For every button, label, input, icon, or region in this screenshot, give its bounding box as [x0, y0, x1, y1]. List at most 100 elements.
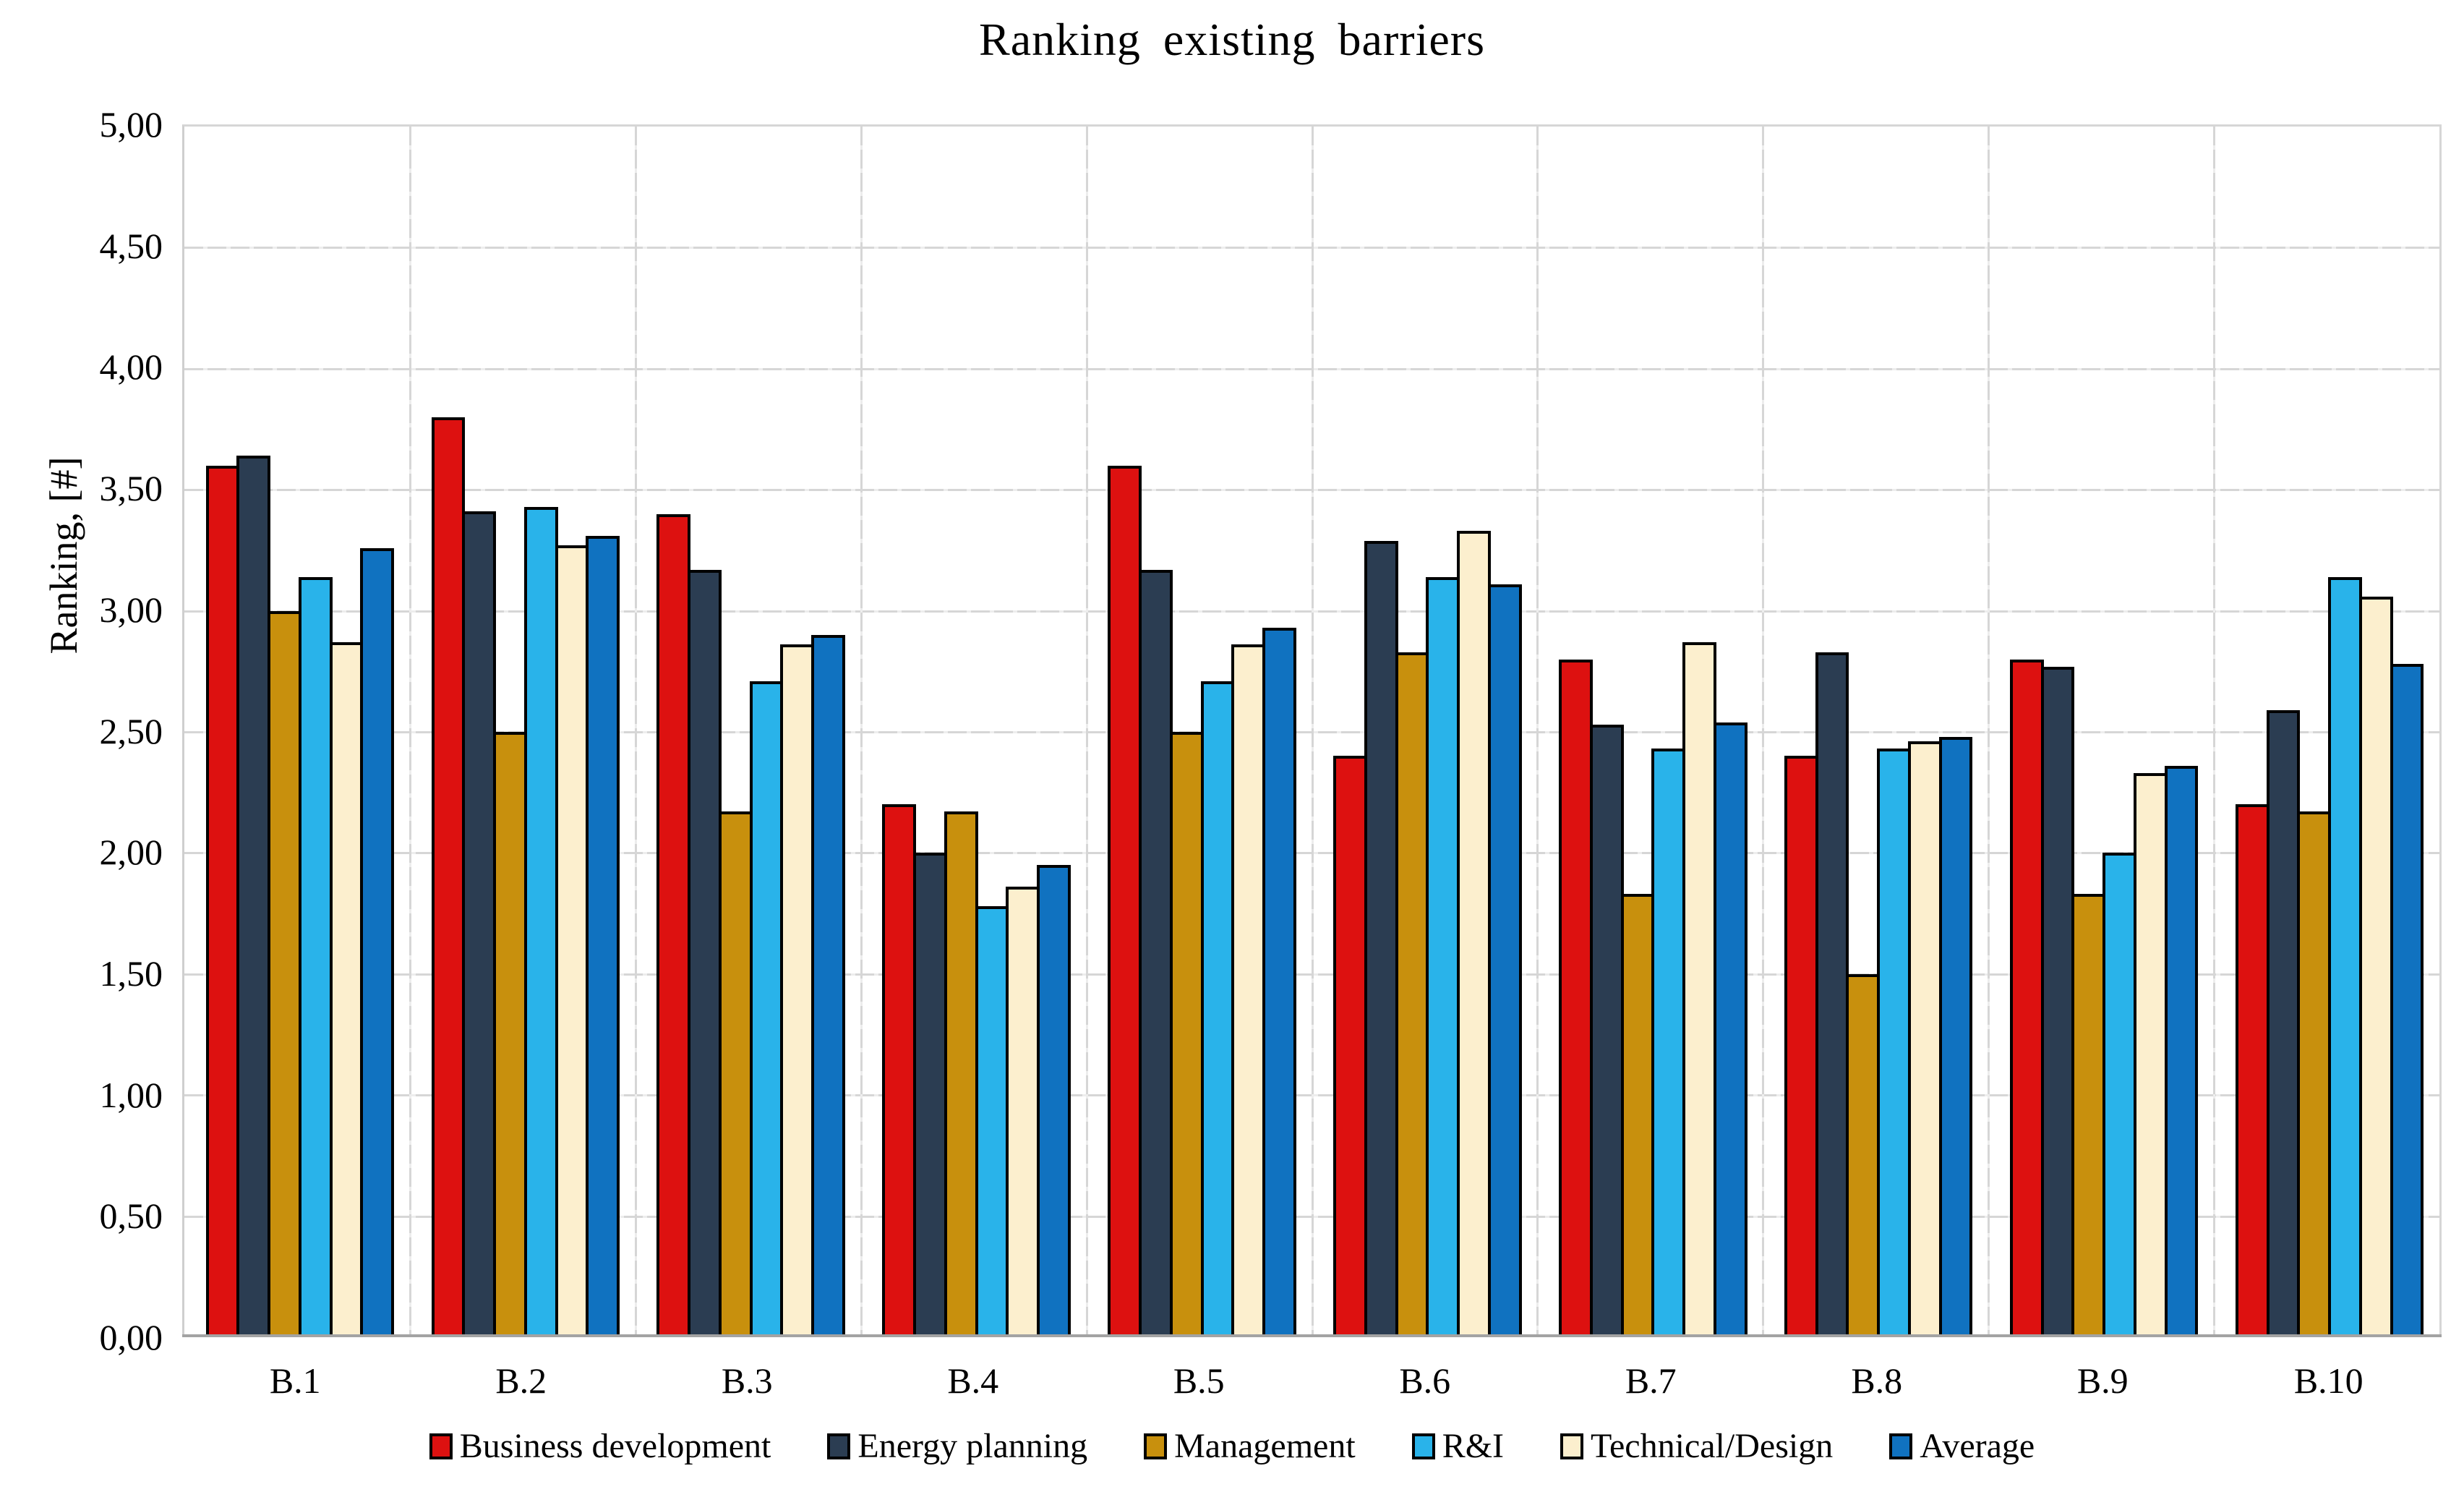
bar-average: [1487, 584, 1522, 1337]
bar-group-B.1: [184, 127, 410, 1337]
legend-swatch-icon: [1144, 1433, 1168, 1459]
bar-business-development: [882, 804, 917, 1337]
y-tick-label: 3,00: [99, 589, 163, 630]
bar-cluster: [2235, 127, 2424, 1337]
x-tick-label: B.7: [1625, 1360, 1677, 1401]
bar-cluster: [656, 127, 845, 1337]
bar-technical-design: [1457, 531, 1491, 1337]
bar-business-development: [205, 465, 240, 1337]
y-tick-label: 0,00: [99, 1317, 163, 1357]
bar-management: [944, 811, 978, 1337]
bar-group-B.5: [1087, 127, 1312, 1337]
bar-business-development: [656, 513, 691, 1337]
x-tick-label: B.8: [1851, 1360, 1903, 1401]
x-tick-label: B.9: [2076, 1360, 2129, 1401]
bar-business-development: [1108, 465, 1142, 1337]
bar-group-B.2: [410, 127, 636, 1337]
bar-r-i: [1426, 576, 1460, 1337]
bar-technical-design: [1231, 644, 1265, 1337]
legend-item-technical-design: Technical/Design: [1560, 1426, 1833, 1466]
y-tick-label: 5,00: [99, 104, 163, 145]
chart-title: Ranking existing barriers: [979, 14, 1485, 65]
legend: Business development Energy planning Manag…: [0, 1426, 2464, 1466]
bar-technical-design: [329, 642, 364, 1337]
bar-r-i: [1877, 749, 1911, 1337]
bar-business-development: [431, 417, 466, 1337]
x-axis-line: [182, 1334, 2442, 1337]
bar-average: [811, 635, 845, 1337]
v-gridline: [1085, 127, 1088, 1337]
bar-management: [1620, 894, 1655, 1337]
bar-business-development: [2235, 804, 2270, 1337]
bar-management: [1169, 732, 1204, 1337]
bar-business-development: [1559, 659, 1593, 1337]
bar-cluster: [1333, 127, 1522, 1337]
x-tick-label: B.10: [2293, 1360, 2364, 1401]
bar-business-development: [1333, 756, 1367, 1337]
legend-swatch-icon: [1560, 1433, 1584, 1459]
bar-business-development: [1784, 756, 1818, 1337]
bar-energy-planning: [1139, 569, 1173, 1337]
bar-management: [718, 811, 753, 1337]
legend-item-r-i: R&I: [1411, 1426, 1505, 1466]
legend-label: Average: [1920, 1427, 2035, 1465]
bar-management: [268, 610, 301, 1337]
bar-average: [1713, 722, 1748, 1337]
bar-energy-planning: [688, 569, 722, 1337]
x-tick-label: B.3: [721, 1360, 773, 1401]
y-tick-label: 4,00: [99, 346, 163, 388]
y-tick-label: 3,50: [99, 468, 163, 509]
bar-management: [1846, 973, 1881, 1337]
bar-management: [493, 732, 527, 1337]
y-tick-label: 1,00: [99, 1074, 163, 1115]
x-tick-label: B.1: [269, 1360, 321, 1401]
y-tick-label: 2,50: [99, 710, 163, 751]
legend-label: R&I: [1442, 1427, 1505, 1465]
y-tick-label: 0,50: [99, 1195, 163, 1237]
v-gridline: [634, 127, 637, 1337]
legend-item-average: Average: [1889, 1426, 2035, 1466]
legend-item-energy-planning: Energy planning: [827, 1426, 1087, 1466]
bar-energy-planning: [462, 511, 497, 1337]
bar-group-B.10: [2214, 127, 2439, 1337]
y-tick-label: 4,50: [99, 225, 163, 266]
bar-technical-design: [1682, 642, 1716, 1337]
bar-cluster: [2009, 127, 2199, 1337]
bar-cluster: [882, 127, 1071, 1337]
bar-technical-design: [2133, 772, 2168, 1337]
bar-cluster: [1784, 127, 1973, 1337]
legend-label: Technical/Design: [1591, 1427, 1834, 1465]
x-tick-label: B.5: [1173, 1360, 1225, 1401]
bar-r-i: [2102, 853, 2136, 1337]
x-tick-label: B.6: [1399, 1360, 1451, 1401]
bar-average: [586, 535, 620, 1337]
bar-r-i: [1651, 749, 1686, 1337]
legend-swatch-icon: [429, 1433, 453, 1459]
legend-label: Business development: [459, 1427, 771, 1465]
bar-energy-planning: [913, 853, 947, 1337]
legend-label: Energy planning: [857, 1427, 1088, 1465]
bar-r-i: [2328, 576, 2362, 1337]
bar-average: [1037, 865, 1071, 1337]
legend-item-business-development: Business development: [429, 1426, 771, 1466]
bar-cluster: [1559, 127, 1748, 1337]
x-tick-label: B.4: [947, 1360, 999, 1401]
bar-group-B.3: [636, 127, 861, 1337]
bar-management: [2071, 894, 2106, 1337]
bar-group-B.6: [1312, 127, 1538, 1337]
bar-energy-planning: [236, 456, 271, 1337]
y-tick-label: 1,50: [99, 952, 163, 994]
bar-r-i: [523, 506, 558, 1337]
legend-label: Management: [1174, 1427, 1356, 1465]
y-tick-label: 2,00: [99, 832, 163, 873]
plot-area: [182, 124, 2442, 1337]
legend-swatch-icon: [827, 1433, 851, 1459]
bar-cluster: [205, 127, 395, 1337]
v-gridline: [1311, 127, 1314, 1337]
bar-r-i: [975, 906, 1009, 1337]
bar-technical-design: [1907, 741, 1942, 1337]
v-gridline: [1988, 127, 1990, 1337]
bar-cluster: [1108, 127, 1296, 1337]
bar-cluster: [431, 127, 620, 1337]
